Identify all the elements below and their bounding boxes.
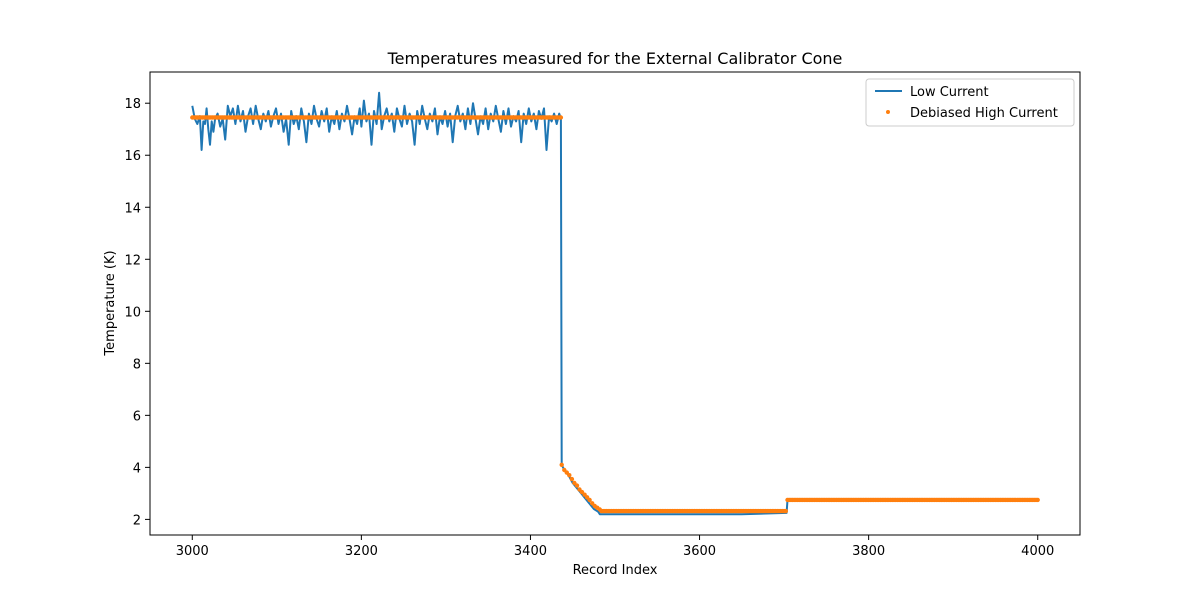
legend-swatch-debiased-high-current [886, 110, 890, 114]
x-tick-label: 3600 [683, 544, 716, 559]
legend-label-low-current: Low Current [910, 85, 989, 100]
data-point [558, 115, 564, 120]
x-tick-label: 3400 [514, 544, 547, 559]
series-points-debiased-high-current [190, 115, 1040, 514]
data-point [559, 462, 564, 467]
y-tick-label: 12 [124, 253, 141, 268]
y-tick-label: 8 [133, 357, 141, 372]
series-line-low-current [191, 91, 1038, 516]
y-tick-label: 6 [133, 409, 141, 424]
x-tick-label: 3200 [345, 544, 378, 559]
data-point [1035, 497, 1040, 503]
x-tick-label: 4000 [1021, 544, 1054, 559]
legend-label-debiased-high-current: Debiased High Current [910, 106, 1058, 121]
y-tick-label: 2 [133, 513, 141, 528]
x-tick-label: 3000 [176, 544, 209, 559]
y-tick-label: 10 [124, 305, 141, 320]
plot-area-frame [149, 71, 1081, 536]
data-point [587, 497, 592, 503]
y-axis-ticks: 2 4 6 8 10 12 14 16 18 [124, 97, 150, 528]
y-tick-label: 18 [124, 97, 141, 112]
series-layer [190, 91, 1040, 516]
data-point [783, 508, 788, 514]
data-point [567, 473, 572, 478]
y-tick-label: 4 [133, 461, 141, 476]
data-point [574, 483, 580, 488]
y-axis-label: Temperature (K) [103, 250, 118, 356]
x-axis-ticks: 3000 3200 3400 3600 3800 4000 [176, 535, 1054, 559]
chart-title: Temperatures measured for the External C… [387, 49, 843, 68]
x-tick-label: 3800 [852, 544, 885, 559]
y-tick-label: 14 [124, 201, 141, 216]
data-point [569, 476, 575, 482]
data-point [597, 507, 602, 512]
chart-legend: Low Current Debiased High Current [865, 78, 1075, 127]
x-axis-label: Record Index [573, 563, 658, 578]
y-tick-label: 16 [124, 149, 141, 164]
legend-box [865, 78, 1075, 127]
